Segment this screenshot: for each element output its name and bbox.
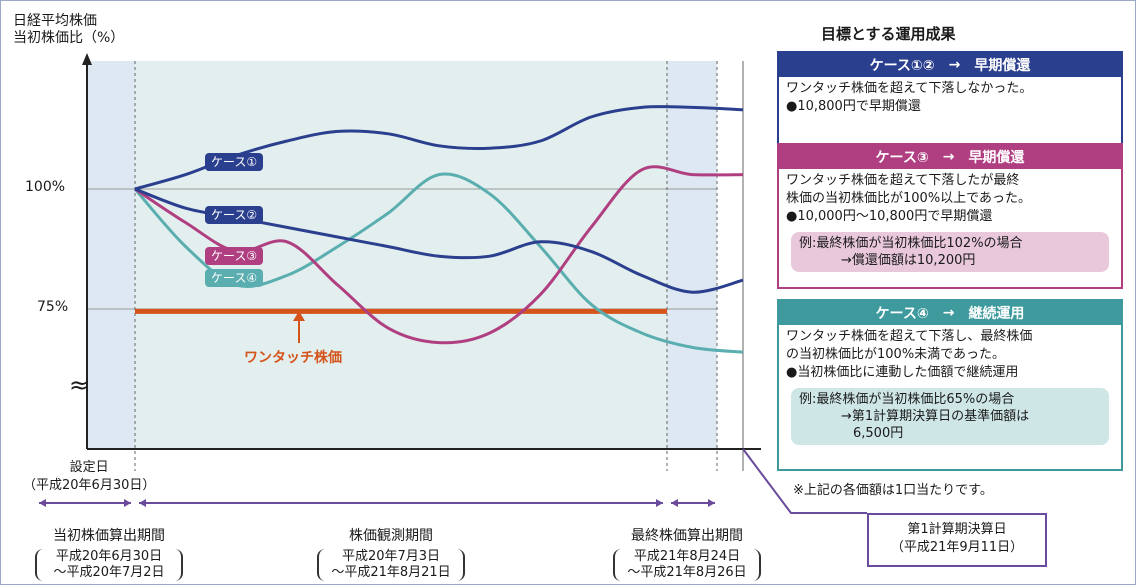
period-arrow-left-1 <box>139 499 146 507</box>
case-tag-4: ケース④ <box>205 269 264 287</box>
case-text-line: ●10,800円で早期償還 <box>786 99 921 114</box>
panel-title: 目標とする運用成果 <box>821 25 956 43</box>
note-line: 例:最終株価が当初株価比65%の場合 <box>799 392 1015 407</box>
note-line: 6,500円 <box>853 426 904 441</box>
period-initial-range: 平成20年6月30日 〜平成20年7月2日 <box>35 549 183 581</box>
case-text-line: ●10,000円〜10,800円で早期償還 <box>786 209 993 224</box>
arrow: → <box>942 305 955 321</box>
period-observation-label: 株価観測期間 <box>349 528 433 544</box>
settlement-connector <box>742 448 867 514</box>
period-arrow-left-2 <box>671 499 678 507</box>
case-4-example-note: 例:最終株価が当初株価比65%の場合 →第1計算期決算日の基準価額は 6,500… <box>791 388 1109 445</box>
period-initial-label: 当初株価算出期間 <box>53 528 165 544</box>
case-3-example-note: 例:最終株価が当初株価比102%の場合 →償還価額は10,200円 <box>791 232 1109 272</box>
case-box-1-2-body: ワンタッチ株価を超えて下落しなかった。 ●10,800円で早期償還 <box>779 77 1121 119</box>
period-initial: 当初株価算出期間 平成20年6月30日 〜平成20年7月2日 <box>19 525 199 581</box>
shade-final-period <box>667 61 717 449</box>
case-box-1-2: ケース①② → 早期償還 ワンタッチ株価を超えて下落しなかった。 ●10,800… <box>777 51 1123 152</box>
y-axis-arrow <box>82 53 92 65</box>
y-tick-100: 100% <box>25 179 66 195</box>
case-text-line: ●当初株価比に連動した価額で継続運用 <box>786 365 1019 380</box>
case-box-4-body: ワンタッチ株価を超えて下落し、最終株価 の当初株価比が100%未満であった。 ●… <box>779 325 1121 385</box>
case-result: 早期償還 <box>968 150 1025 166</box>
case-text-line: 株価の当初株価比が100%以上であった。 <box>786 191 1032 206</box>
period-arrow-right-1 <box>656 499 663 507</box>
case-text-line: の当初株価比が100%未満であった。 <box>786 347 1006 362</box>
case-name: ケース①② <box>869 58 935 74</box>
y-axis-label-line2: 当初株価比（%） <box>13 30 125 46</box>
start-date-value: （平成20年6月30日） <box>23 478 156 493</box>
footnote: ※上記の各価額は1口当たりです。 <box>793 483 993 498</box>
note-line: →第1計算期決算日の基準価額は <box>841 409 1030 424</box>
settlement-date-box: 第1計算期決算日 （平成21年9月11日） <box>867 513 1047 567</box>
shade-initial-period <box>87 61 135 449</box>
axis-break-mark: ≈ <box>69 371 90 399</box>
case-text-line: ワンタッチ株価を超えて下落しなかった。 <box>786 81 1033 96</box>
case-name: ケース③ <box>875 150 929 166</box>
case-text-line: ワンタッチ株価を超えて下落したが最終 <box>786 173 1020 188</box>
case-box-4: ケース④ → 継続運用 ワンタッチ株価を超えて下落し、最終株価 の当初株価比が1… <box>777 299 1123 471</box>
period-final-label: 最終株価算出期間 <box>631 528 743 544</box>
case-name: ケース④ <box>875 306 929 322</box>
note-line: 例:最終株価が当初株価比102%の場合 <box>799 236 1023 251</box>
y-axis-label: 日経平均株価 当初株価比（%） <box>13 13 124 47</box>
y-axis-label-line1: 日経平均株価 <box>13 13 97 29</box>
arrow: → <box>942 149 955 165</box>
threshold-label: ワンタッチ株価 <box>244 350 342 366</box>
period-observation: 株価観測期間 平成20年7月3日 〜平成21年8月21日 <box>301 525 481 581</box>
settlement-date-value: （平成21年9月11日） <box>890 540 1024 555</box>
case-box-3: ケース③ → 早期償還 ワンタッチ株価を超えて下落したが最終 株価の当初株価比が… <box>777 143 1123 289</box>
case-box-3-body: ワンタッチ株価を超えて下落したが最終 株価の当初株価比が100%以上であった。 … <box>779 169 1121 229</box>
threshold-pointer-head <box>293 311 305 321</box>
case-result: 継続運用 <box>968 306 1025 322</box>
case-box-4-header: ケース④ → 継続運用 <box>779 301 1121 325</box>
y-tick-75: 75% <box>37 299 69 315</box>
start-date-title: 設定日 <box>69 460 109 475</box>
case-box-3-header: ケース③ → 早期償還 <box>779 145 1121 169</box>
start-date-label: 設定日 （平成20年6月30日） <box>23 459 155 495</box>
case-box-1-2-header: ケース①② → 早期償還 <box>779 53 1121 77</box>
settlement-date-title: 第1計算期決算日 <box>907 522 1007 537</box>
period-arrow-left-0 <box>39 499 46 507</box>
period-arrow-right-0 <box>124 499 131 507</box>
note-line: →償還価額は10,200円 <box>841 253 976 268</box>
case-text-line: ワンタッチ株価を超えて下落し、最終株価 <box>786 329 1033 344</box>
case-tag-2: ケース② <box>205 206 264 224</box>
case-result: 早期償還 <box>974 58 1031 74</box>
period-observation-range: 平成20年7月3日 〜平成21年8月21日 <box>317 549 465 581</box>
period-arrow-right-2 <box>708 499 715 507</box>
period-final-range: 平成21年8月24日 〜平成21年8月26日 <box>613 549 761 581</box>
period-final: 最終株価算出期間 平成21年8月24日 〜平成21年8月26日 <box>597 525 777 581</box>
case-tag-1: ケース① <box>205 153 264 171</box>
arrow: → <box>948 57 961 73</box>
case-tag-3: ケース③ <box>205 247 264 265</box>
